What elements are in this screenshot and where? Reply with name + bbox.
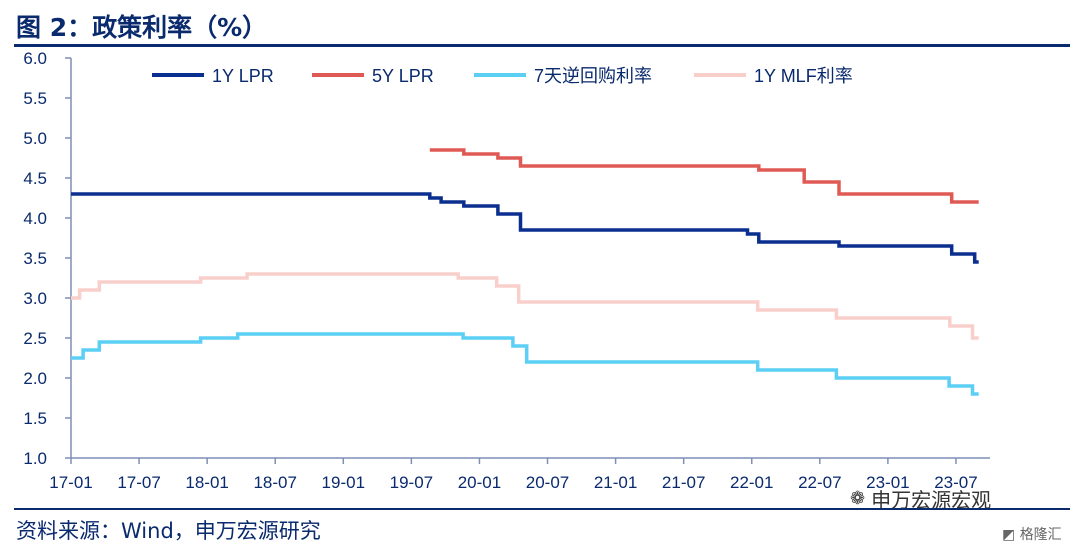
watermark-logo-text: 格隆汇 [1019,527,1062,543]
y-tick-label: 3.5 [23,249,47,268]
x-tick-label: 22-01 [730,473,773,492]
series-line-1 [429,148,979,204]
y-tick-label: 4.0 [23,209,47,228]
x-tick-label: 18-07 [253,473,296,492]
x-tick-label: 18-01 [185,473,228,492]
wechat-icon: ❁ [850,488,866,509]
source-rule [14,508,1070,510]
y-tick-label: 5.5 [23,89,47,108]
source-note: 资料来源：Wind，申万宏源研究 [16,519,321,543]
y-tick-label: 1.0 [23,449,47,468]
x-tick-label: 17-07 [117,473,160,492]
legend-label: 7天逆回购利率 [534,66,652,86]
policy-rate-chart: 6.05.55.04.54.03.53.02.52.01.51.0 17-01 1… [23,49,990,492]
y-tick-label: 2.0 [23,369,47,388]
x-tick-label: 23-07 [934,473,977,492]
watermark-logo: ◩ 格隆汇 [1002,524,1062,544]
x-axis: 17-01 17-07 18-01 18-07 19-01 19-07 20-01 20-07… [49,457,990,492]
x-tick-label: 20-07 [526,473,569,492]
series-line-0 [71,192,979,264]
y-tick-label: 4.5 [23,169,47,188]
legend-label: 5Y LPR [372,66,434,86]
logo-icon: ◩ [1002,527,1016,543]
series-layer [71,148,979,396]
series-line-2 [71,332,979,396]
x-tick-label: 17-01 [49,473,92,492]
y-tick-label: 1.5 [23,409,47,428]
y-axis: 6.0 5.5 5.0 4.5 4.0 3.5 3.0 2.5 2.0 1.5 1.0 [23,49,72,468]
y-tick-label: 2.5 [23,329,47,348]
x-tick-label: 21-07 [662,473,705,492]
title-rule [14,44,1070,47]
series-line-3 [71,272,979,340]
x-tick-label: 19-01 [322,473,365,492]
y-tick-label: 5.0 [23,129,47,148]
page-title: 图 2：政策利率（%） [16,13,268,42]
y-tick-label: 3.0 [23,289,47,308]
legend: 1Y LPR 5Y LPR 7天逆回购利率 1Y MLF利率 [152,66,853,86]
x-tick-label: 22-07 [798,473,841,492]
y-tick-label: 6.0 [23,49,47,68]
legend-label: 1Y MLF利率 [754,66,853,86]
x-tick-label: 21-01 [594,473,637,492]
x-tick-label: 23-01 [866,473,909,492]
x-tick-label: 19-07 [390,473,433,492]
x-tick-label: 20-01 [458,473,501,492]
legend-label: 1Y LPR [212,66,274,86]
